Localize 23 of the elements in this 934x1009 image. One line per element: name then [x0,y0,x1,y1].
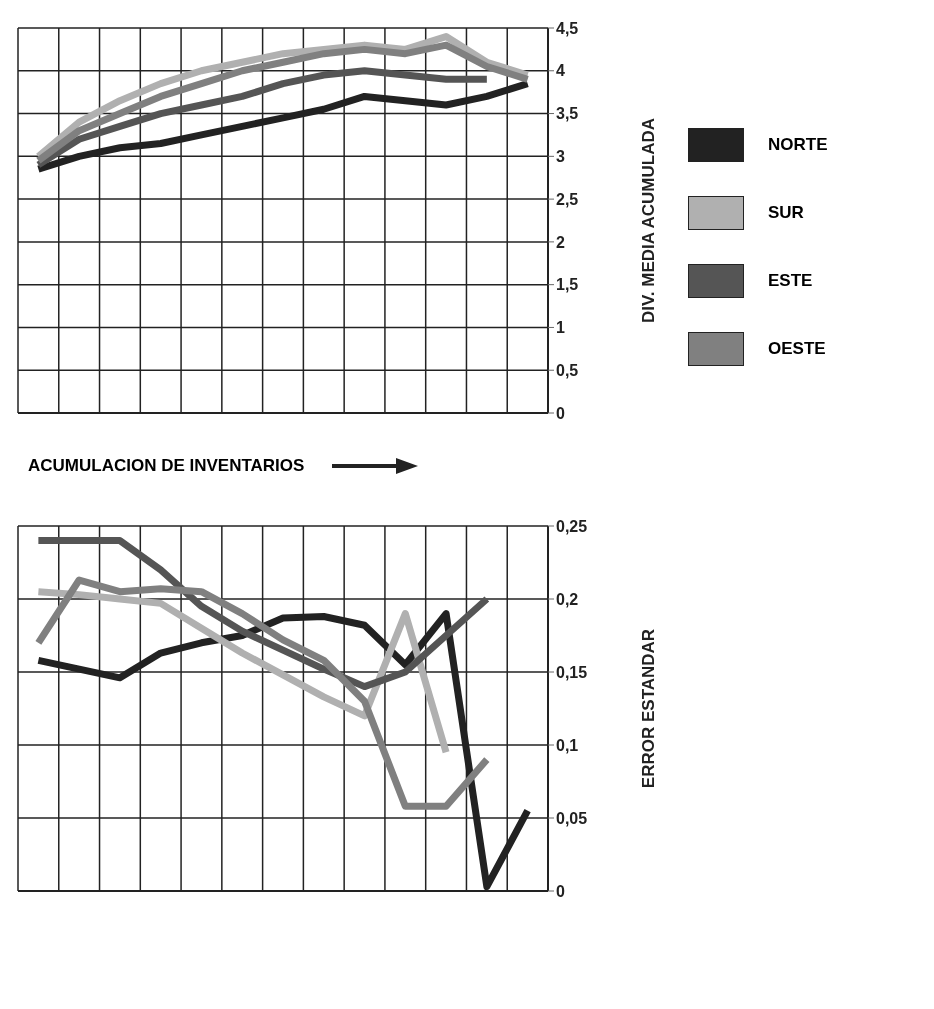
y-tick-label: 0,2 [556,590,579,608]
y-tick-label: 0 [556,404,565,422]
x-axis-title: ACUMULACION DE INVENTARIOS [28,456,305,476]
y-tick-label: 0,25 [556,517,588,535]
y-tick-label: 0 [556,882,565,900]
y-tick-label: 4,5 [556,19,579,37]
legend-label: SUR [768,203,804,223]
y-tick-label: 0,5 [556,361,579,379]
legend-label: ESTE [768,271,813,291]
legend-label: NORTE [768,135,828,155]
y-tick-label: 3 [556,148,565,166]
y-axis-title: ERROR ESTANDAR [639,628,659,789]
y-tick-label: 0,1 [556,736,579,754]
y-tick-label: 0,05 [556,809,588,827]
y-tick-label: 1 [556,319,565,337]
y-tick-label: 2,5 [556,190,579,208]
y-tick-label: 0,15 [556,663,588,681]
y-tick-label: 4 [556,62,565,80]
legend-label: OESTE [768,339,826,359]
y-tick-label: 3,5 [556,105,579,123]
y-tick-label: 1,5 [556,276,579,294]
y-axis-title: DIV. MEDIA ACUMULADA [639,118,659,323]
y-tick-label: 2 [556,233,565,251]
